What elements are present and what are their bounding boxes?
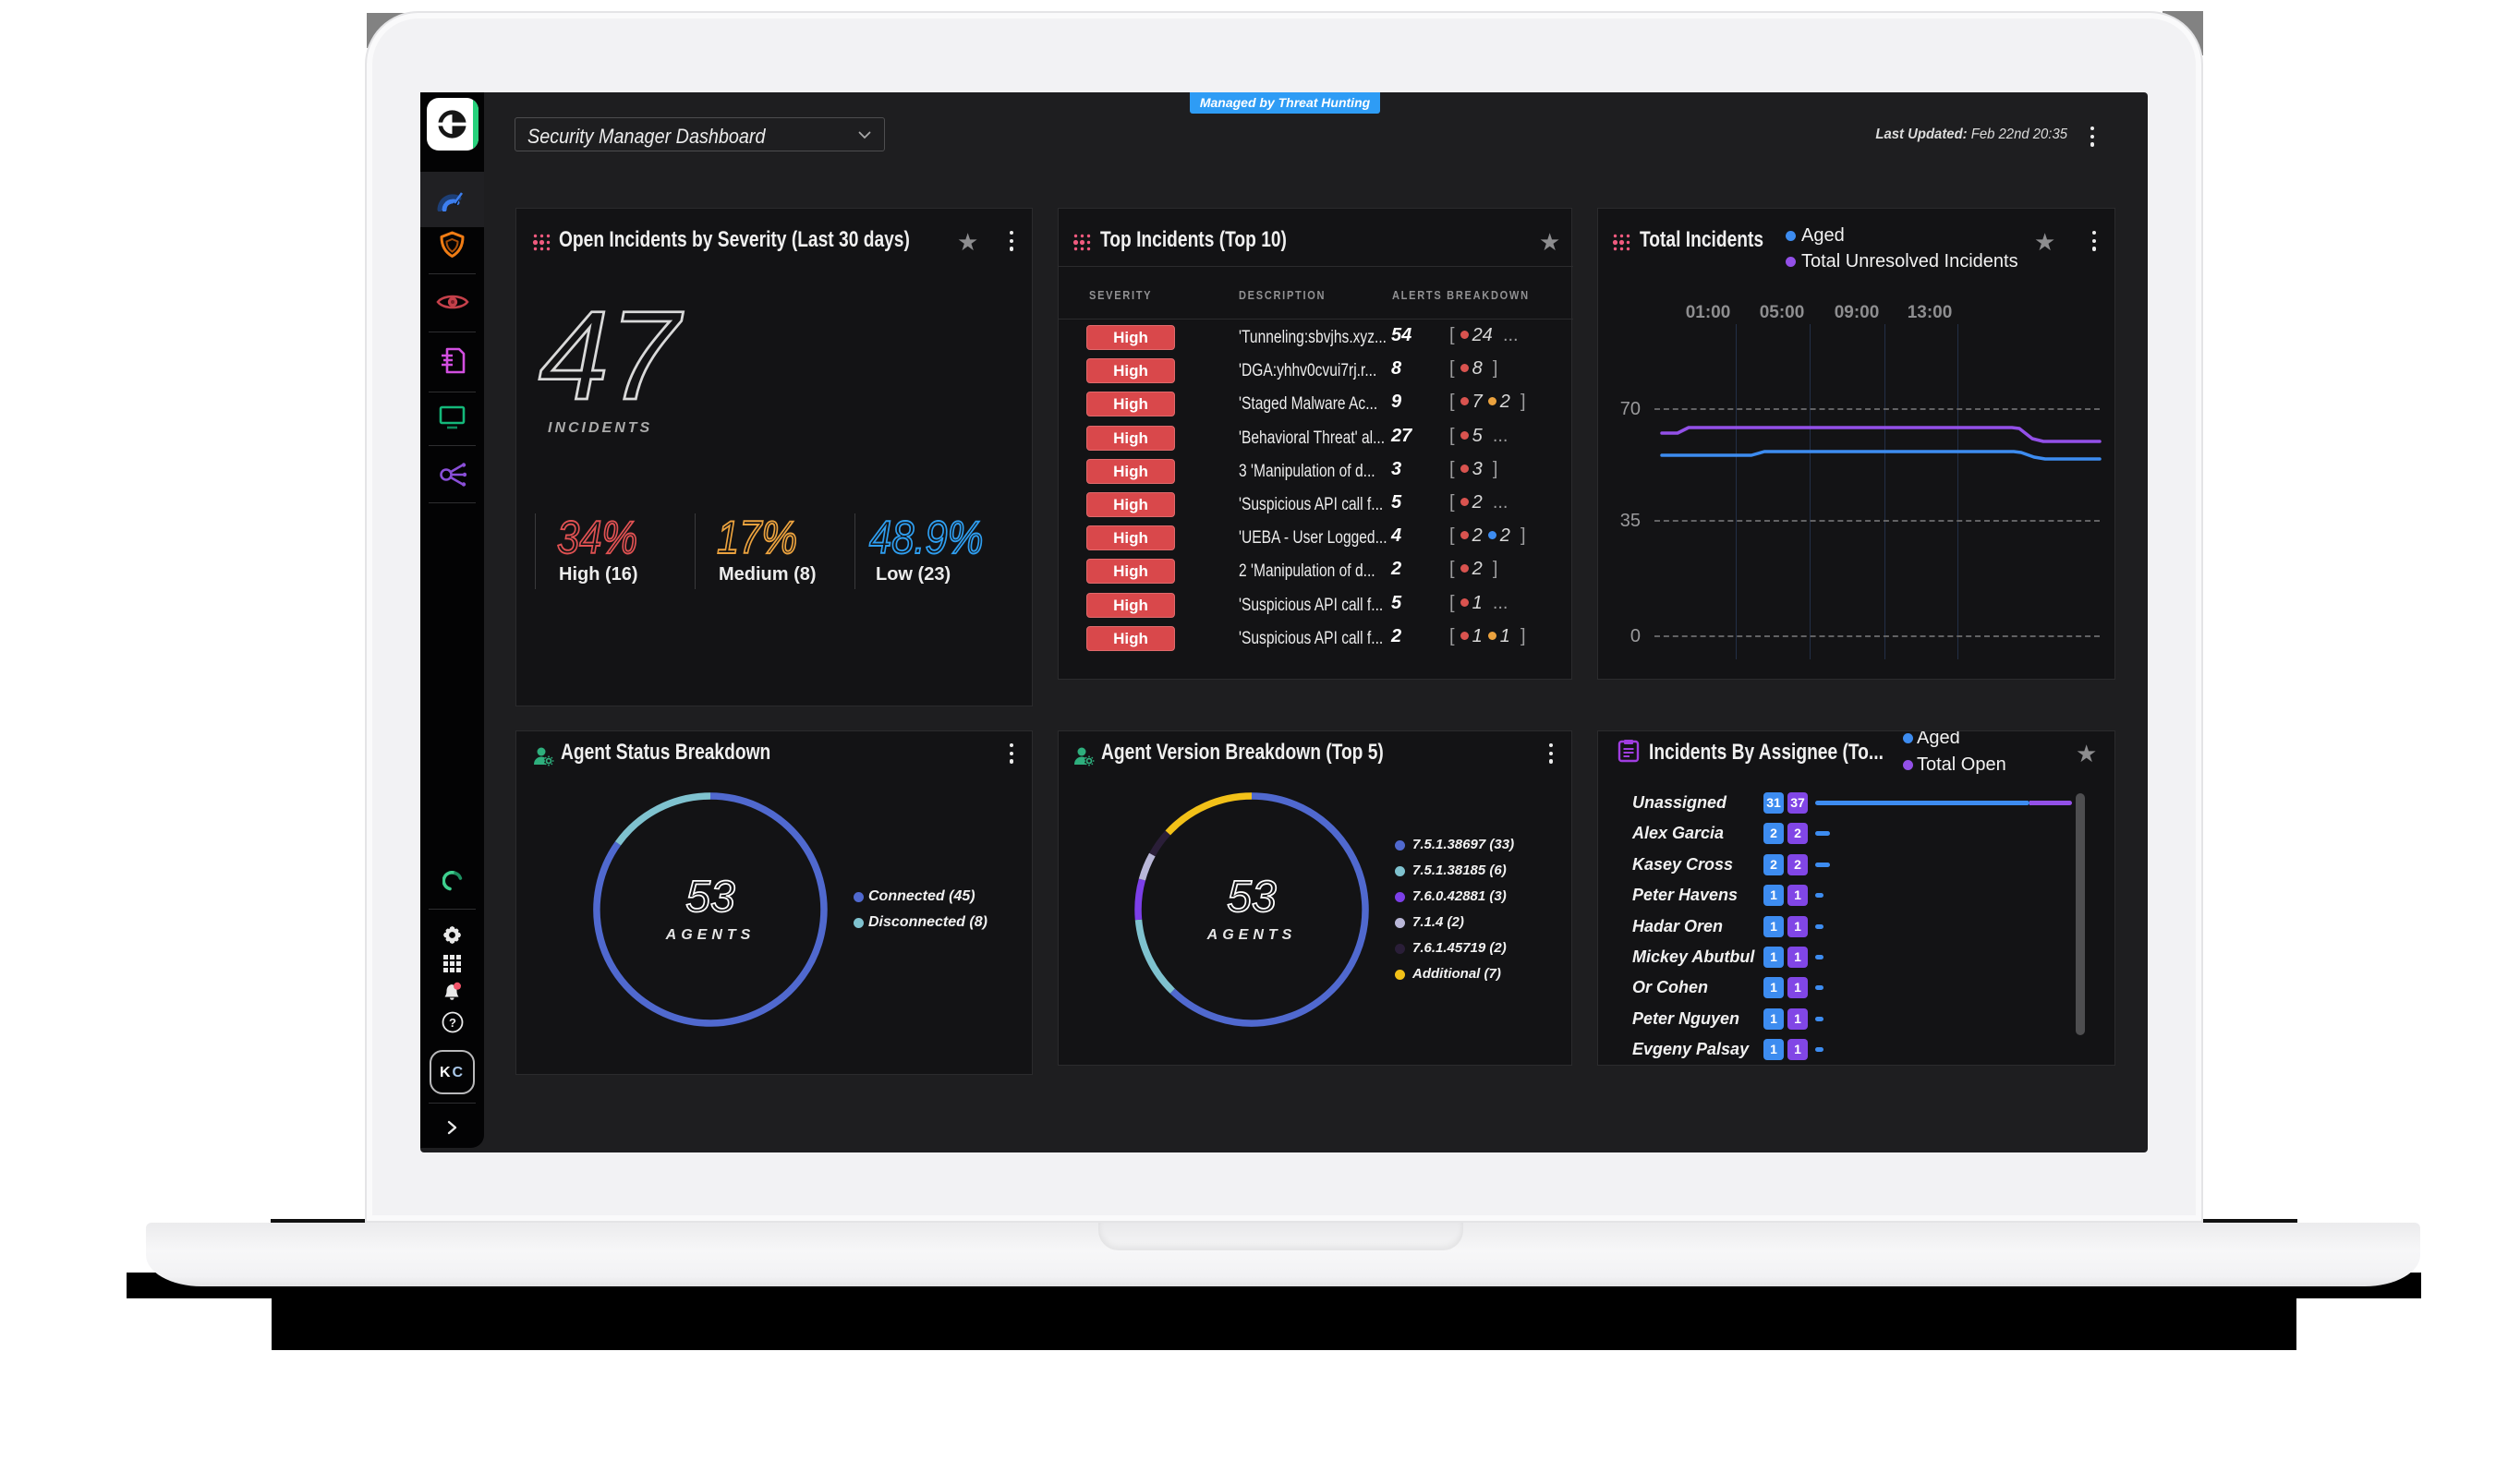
- svg-text:?: ?: [449, 1016, 456, 1030]
